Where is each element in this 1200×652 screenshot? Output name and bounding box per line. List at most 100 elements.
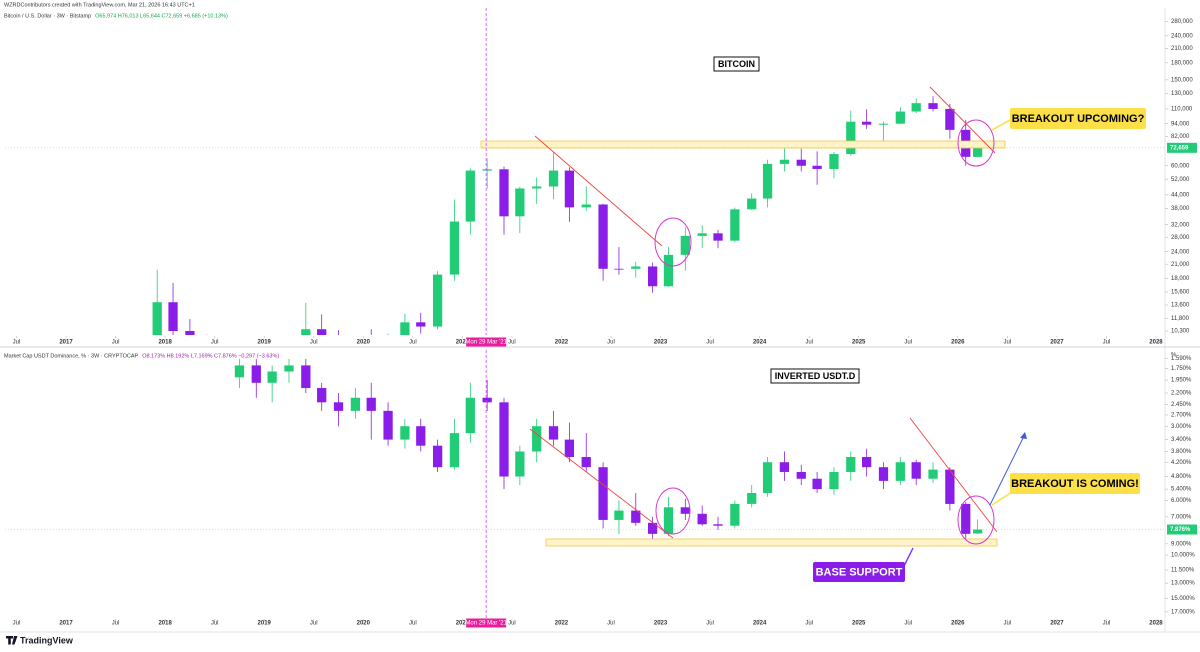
annotation: BREAKOUT UPCOMING? — [1012, 113, 1145, 125]
candle-body — [779, 159, 790, 164]
candle-body — [465, 170, 475, 222]
x-tick-label: 2027 — [1050, 621, 1064, 627]
x-tick-label: Jul — [211, 340, 219, 346]
y-tick-label: 210,000 — [1171, 46, 1193, 52]
y-tick-label: 15.000% — [1171, 596, 1195, 602]
x-tick-label: 2021 — [456, 340, 470, 346]
candle-body — [482, 169, 492, 171]
x-tick-label: 2021 — [456, 621, 470, 627]
y-tick-label: 15,600 — [1171, 290, 1190, 296]
candle-body — [680, 507, 690, 514]
x-tick-label: 2019 — [258, 621, 272, 627]
x-tick-label: Jul — [13, 340, 21, 346]
candle-body — [416, 322, 426, 327]
candle-body — [730, 209, 740, 241]
candle-body — [846, 456, 856, 472]
ohlc-legend: O8.173% H8.192% L7.169% C7.876% −0.297 (… — [142, 353, 279, 359]
candle-body — [713, 524, 723, 526]
y-tick-label: 9.000% — [1171, 541, 1192, 547]
y-tick-label: 21,000 — [1171, 262, 1190, 268]
candle-body — [762, 163, 773, 199]
candle-body — [829, 471, 839, 490]
y-tick-label: 3.000% — [1171, 424, 1192, 430]
annotation-box — [1010, 473, 1140, 494]
candle-body — [829, 154, 839, 169]
last-price-label: 72,659 — [1170, 145, 1189, 151]
x-tick-label: 2026 — [951, 340, 965, 346]
candle-body — [972, 529, 983, 534]
candle-body — [598, 467, 608, 520]
y-tick-label: 52,000 — [1171, 177, 1190, 183]
chart-title: Bitcoin / U.S. Dollar · 3W · Bitstamp — [4, 13, 91, 19]
x-tick-label: Jul — [508, 621, 516, 627]
date-marker-badge — [466, 618, 507, 628]
y-tick-label: 18,000 — [1171, 276, 1190, 282]
candle-body — [383, 410, 393, 440]
y-tick-label: 280,000 — [1171, 19, 1193, 25]
last-price-badge — [1167, 142, 1197, 153]
candle-body — [532, 426, 542, 452]
y-tick-label: 150,000 — [1171, 77, 1193, 83]
candle-body — [598, 204, 608, 269]
x-tick-label: 2026 — [951, 621, 965, 627]
candle-body — [614, 510, 624, 520]
x-tick-label: Jul — [112, 621, 120, 627]
candle-body — [846, 121, 856, 155]
annotation: BITCOIN — [718, 59, 755, 69]
x-tick-label: 2025 — [852, 340, 866, 346]
support-zone — [480, 140, 1006, 149]
x-tick-label: Jul — [1103, 340, 1111, 346]
support-zone — [545, 538, 998, 547]
y-tick-label: 13,600 — [1171, 303, 1190, 309]
candle-body — [350, 397, 361, 411]
y-tick-label: 4.800% — [1171, 474, 1192, 480]
candle-body — [267, 371, 277, 383]
candle-body — [796, 471, 806, 479]
footer-logo — [6, 636, 18, 645]
candle-body — [928, 103, 938, 109]
candle-body — [895, 111, 905, 124]
y-tick-label: 3.400% — [1171, 437, 1192, 443]
x-tick-label: Jul — [706, 340, 714, 346]
candle-body — [878, 123, 889, 125]
candle-body — [747, 493, 757, 504]
candle-body — [945, 108, 955, 130]
candle-body — [647, 266, 658, 287]
candle-body — [515, 188, 525, 217]
candle-body — [301, 329, 311, 335]
x-tick-label: 2022 — [555, 621, 569, 627]
candle-body — [168, 302, 178, 332]
x-tick-label: Jul — [1103, 621, 1111, 627]
y-tick-label: 24,000 — [1171, 249, 1190, 255]
candle-body — [972, 147, 983, 157]
candle-body — [911, 103, 921, 112]
y-tick-label: 240,000 — [1171, 33, 1193, 39]
y-tick-label: 11.500% — [1171, 568, 1195, 574]
x-tick-label: Jul — [904, 340, 912, 346]
x-tick-label: 2018 — [158, 340, 172, 346]
candle-body — [812, 478, 822, 490]
x-tick-label: 2028 — [1149, 621, 1163, 627]
highlight-circle — [654, 217, 692, 267]
candle-body — [631, 266, 641, 269]
x-tick-label: 2024 — [753, 340, 767, 346]
candle-body — [961, 503, 971, 534]
x-tick-label: Jul — [706, 621, 714, 627]
chart-title: Market Cap USDT Dominance, % · 3W · CRYP… — [4, 353, 139, 359]
trend-line — [534, 135, 663, 247]
x-tick-label: 2022 — [555, 340, 569, 346]
x-tick-label: Jul — [607, 621, 615, 627]
annotation-box — [1010, 108, 1146, 129]
x-tick-label: Jul — [1004, 621, 1012, 627]
x-tick-label: 2020 — [357, 340, 371, 346]
candle-body — [564, 170, 575, 208]
candle-body — [928, 469, 938, 479]
x-tick-label: 2024 — [753, 621, 767, 627]
y-tick-label: 7.000% — [1171, 514, 1192, 520]
y-tick-label: 3.800% — [1171, 449, 1192, 455]
candle-body — [697, 513, 707, 525]
x-tick-label: Jul — [904, 621, 912, 627]
candle-body — [945, 469, 955, 504]
candle-body — [895, 462, 905, 481]
candle-body — [548, 170, 559, 187]
